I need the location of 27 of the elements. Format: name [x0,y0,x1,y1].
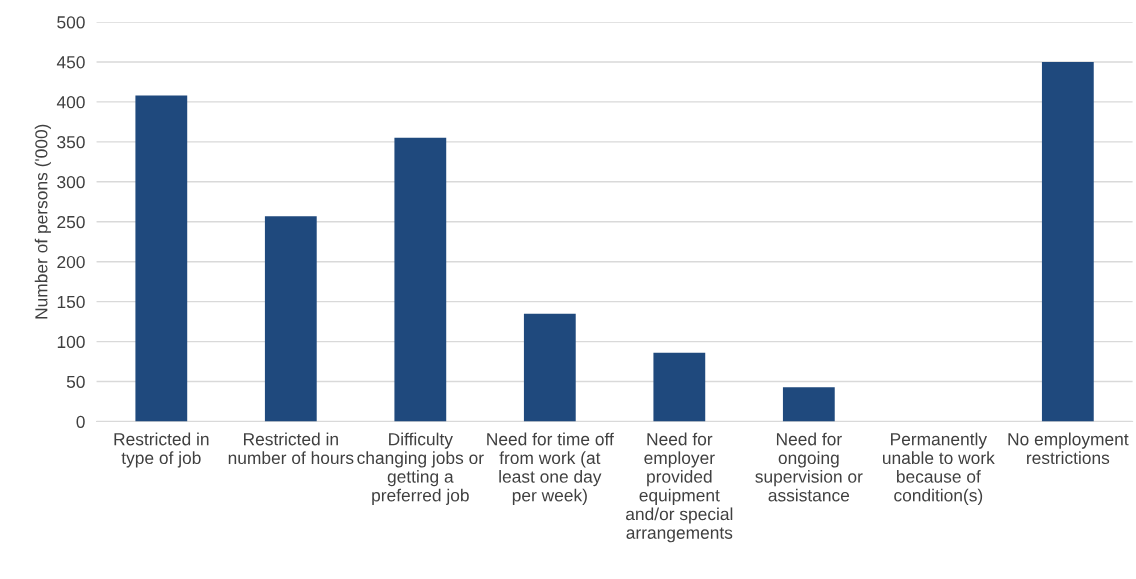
x-tick-label: Need for employer provided equipment and/or special arrangements [626,432,733,543]
bar [264,216,317,422]
y-tick-label: 100 [57,335,85,349]
x-tick-label: Permanently unable to work because of condition(s) [883,432,995,505]
x-tick-label: Need for time off from work (at least one day per week) [487,432,614,505]
y-tick-label: 250 [57,215,85,229]
y-tick-label: 200 [57,255,85,269]
y-tick-label: 300 [57,175,85,189]
y-tick-label: 150 [57,295,85,309]
bar [135,95,188,422]
bar [394,137,447,422]
y-tick-label: 50 [66,375,85,389]
x-tick-label: Difficulty changing jobs or getting a preferred job [357,432,484,505]
y-tick-label: 450 [56,56,85,69]
bar [1041,61,1094,422]
bar [653,352,706,422]
x-tick-label: Restricted in type of job [114,432,209,468]
x-tick-label: No employment restrictions [1008,432,1129,465]
bar [523,313,576,422]
x-tick-label: Restricted in number of hours [228,432,354,465]
y-tick-label: 350 [57,136,85,149]
y-tick-label: 0 [76,415,85,428]
x-tick-label: Need for ongoing supervision or assistance [755,432,863,502]
y-tick-label: 500 [57,16,85,29]
bar [782,387,835,422]
y-axis-title: Number of persons ('000) [34,124,51,319]
y-tick-label: 400 [56,96,85,109]
